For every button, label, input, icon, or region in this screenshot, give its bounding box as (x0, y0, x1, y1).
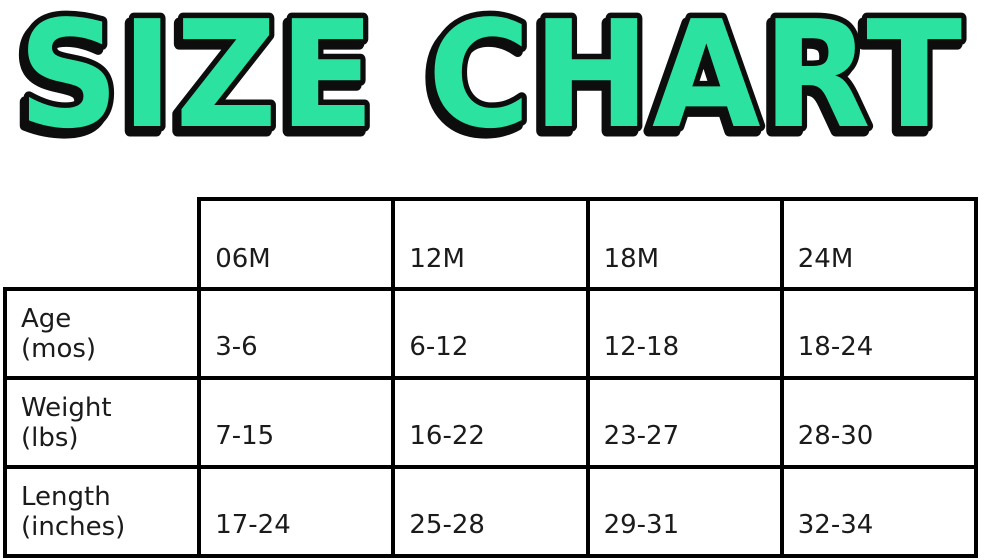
column-header-24m: 24M (779, 197, 979, 291)
length-06m-value: 17-24 (197, 465, 396, 558)
length-12m-value: 25-28 (391, 465, 590, 558)
row-label-length-name: Length (21, 481, 111, 512)
age-06m-value: 3-6 (197, 287, 396, 380)
weight-06m-value: 7-15 (197, 376, 396, 469)
age-18m-value: 12-18 (585, 287, 784, 380)
table-row-length: Length (inches) 17-24 25-28 29-31 32-34 (2, 465, 979, 558)
row-label-age-name: Age (21, 303, 72, 334)
table-row-age: Age (mos) 3-6 6-12 12-18 18-24 (2, 287, 979, 380)
row-label-age-unit: (mos) (21, 333, 97, 364)
column-header-18m: 18M (585, 197, 784, 291)
column-header-06m: 06M (197, 197, 396, 291)
row-label-weight: Weight (lbs) (2, 376, 202, 469)
row-label-weight-unit: (lbs) (21, 422, 79, 453)
column-header-12m: 12M (391, 197, 590, 291)
title-svg: SIZE CHART (13, 0, 968, 152)
header-row: 06M 12M 18M 24M (5, 197, 979, 291)
row-label-age: Age (mos) (2, 287, 202, 380)
age-24m-value: 18-24 (779, 287, 979, 380)
length-18m-value: 29-31 (585, 465, 784, 558)
length-24m-value: 32-34 (779, 465, 979, 558)
table-row-weight: Weight (lbs) 7-15 16-22 23-27 28-30 (2, 376, 979, 469)
page-title-text: SIZE CHART (18, 0, 964, 152)
row-label-length-unit: (inches) (21, 511, 126, 542)
weight-12m-value: 16-22 (391, 376, 590, 469)
row-label-weight-name: Weight (21, 392, 112, 423)
weight-18m-value: 23-27 (585, 376, 784, 469)
page-title: SIZE CHART (8, 0, 976, 152)
age-12m-value: 6-12 (391, 287, 590, 380)
size-chart-table: 06M 12M 18M 24M Age (mos) 3-6 6-12 12-18… (2, 197, 979, 558)
corner-cell (5, 199, 199, 289)
weight-24m-value: 28-30 (779, 376, 979, 469)
row-label-length: Length (inches) (2, 465, 202, 558)
